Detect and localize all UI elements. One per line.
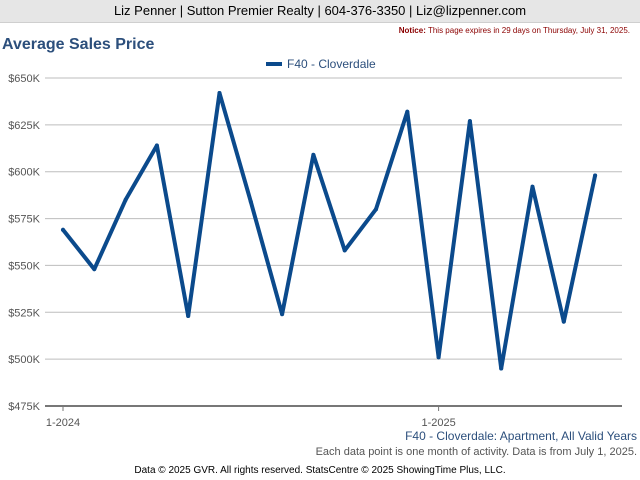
data-point: [405, 109, 410, 114]
y-tick-label: $525K: [8, 307, 40, 319]
chart-caption: F40 - Cloverdale: Apartment, All Valid Y…: [405, 429, 637, 443]
notice-label: Notice:: [398, 26, 426, 35]
data-point: [123, 197, 128, 202]
y-tick-label: $575K: [8, 214, 40, 226]
legend-swatch: [266, 62, 282, 66]
data-note: Each data point is one month of activity…: [315, 446, 637, 458]
y-tick-label: $500K: [8, 354, 40, 366]
y-tick-label: $650K: [8, 73, 40, 85]
expiry-notice: Notice: This page expires in 29 days on …: [399, 26, 630, 35]
data-point: [374, 207, 378, 212]
data-point: [593, 173, 598, 178]
data-point: [186, 314, 191, 319]
data-point: [280, 312, 285, 317]
x-tick-label: 1-2024: [46, 417, 80, 429]
contact-header: Liz Penner | Sutton Premier Realty | 604…: [0, 0, 640, 23]
contact-line: Liz Penner | Sutton Premier Realty | 604…: [113, 3, 527, 18]
legend-label: F40 - Cloverdale: [287, 57, 376, 71]
notice-text: This page expires in 29 days on Thursday…: [427, 26, 630, 35]
data-point: [61, 227, 65, 232]
data-point: [467, 119, 472, 124]
data-point: [561, 319, 566, 324]
x-tick-label: 1-2025: [421, 417, 455, 429]
chart-legend: F40 - Cloverdale: [266, 57, 376, 71]
data-point: [217, 90, 222, 95]
data-point: [436, 355, 441, 360]
data-point: [530, 184, 535, 189]
series-line: [61, 91, 598, 371]
data-point: [154, 143, 159, 148]
data-point: [499, 366, 504, 371]
data-point: [92, 267, 97, 272]
y-tick-label: $625K: [8, 120, 40, 132]
y-tick-label: $475K: [8, 401, 40, 413]
y-tick-label: $550K: [8, 260, 40, 272]
data-point: [311, 152, 316, 157]
data-point: [248, 199, 253, 204]
y-tick-label: $600K: [8, 167, 40, 179]
chart-title: Average Sales Price: [2, 36, 155, 53]
data-point: [342, 248, 347, 253]
copyright-footer: Data © 2025 GVR. All rights reserved. St…: [134, 465, 506, 476]
